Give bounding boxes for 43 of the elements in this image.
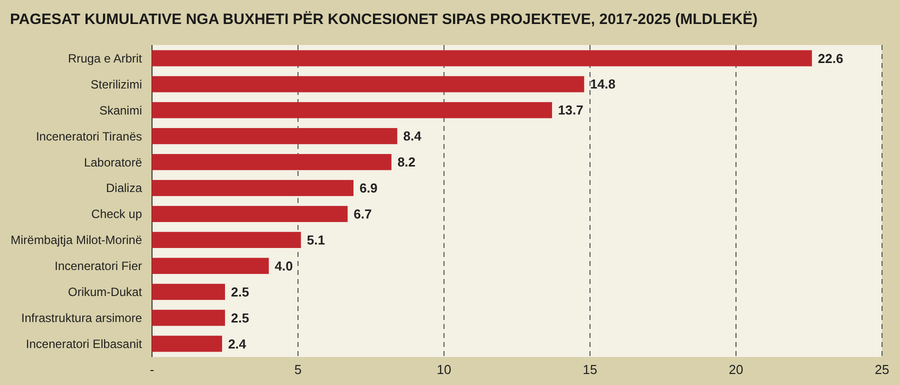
bar bbox=[152, 128, 398, 144]
data-label: 13.7 bbox=[558, 102, 584, 118]
bar bbox=[152, 258, 269, 274]
bar bbox=[152, 76, 584, 92]
data-label: 6.7 bbox=[354, 206, 372, 222]
data-label: 22.6 bbox=[818, 50, 844, 66]
bar bbox=[152, 232, 301, 248]
y-tick-label: Check up bbox=[91, 207, 142, 222]
y-tick-label: Mirëmbajtja Milot-Morinë bbox=[10, 233, 142, 248]
y-tick-label: Inceneratori Elbasanit bbox=[26, 336, 143, 351]
data-label: 8.2 bbox=[397, 154, 416, 170]
data-label: 6.9 bbox=[359, 180, 378, 196]
data-label: 2.4 bbox=[228, 336, 247, 352]
data-label: 8.4 bbox=[403, 128, 422, 144]
y-tick-label: Infrastruktura arsimore bbox=[21, 311, 142, 326]
y-tick-label: Inceneratori Fier bbox=[54, 259, 142, 274]
y-tick-label: Dializa bbox=[106, 181, 142, 196]
y-tick-label: Rruga e Arbrit bbox=[68, 51, 143, 66]
x-tick-label: 10 bbox=[436, 362, 452, 377]
data-label: 2.5 bbox=[231, 284, 250, 300]
x-tick-label: 15 bbox=[582, 362, 598, 377]
data-label: 4.0 bbox=[274, 258, 293, 274]
y-tick-label: Sterilizimi bbox=[90, 77, 142, 92]
y-tick-label: Orikum-Dukat bbox=[68, 285, 143, 300]
chart-title: PAGESAT KUMULATIVE NGA BUXHETI PËR KONCESIONET SIPAS PROJEKTEVE, 2017-2025 (MLDLEKË) bbox=[10, 11, 758, 28]
data-label: 2.5 bbox=[231, 310, 250, 326]
bar bbox=[152, 336, 222, 352]
bar bbox=[152, 310, 225, 326]
y-tick-label: Laboratorë bbox=[84, 155, 142, 170]
bar bbox=[152, 102, 552, 118]
bar bbox=[152, 154, 392, 170]
y-tick-label: Inceneratori Tiranës bbox=[36, 129, 142, 144]
bar bbox=[152, 50, 812, 66]
y-tick-label: Skanimi bbox=[99, 103, 142, 118]
x-tick-label: 25 bbox=[874, 362, 890, 377]
data-label: 14.8 bbox=[590, 76, 616, 92]
data-label: 5.1 bbox=[306, 232, 325, 248]
bar bbox=[152, 180, 354, 196]
x-tick-label: 5 bbox=[294, 362, 302, 377]
x-tick-label: - bbox=[150, 362, 154, 377]
bar bbox=[152, 206, 348, 222]
bar bbox=[152, 284, 225, 300]
x-tick-label: 20 bbox=[728, 362, 744, 377]
